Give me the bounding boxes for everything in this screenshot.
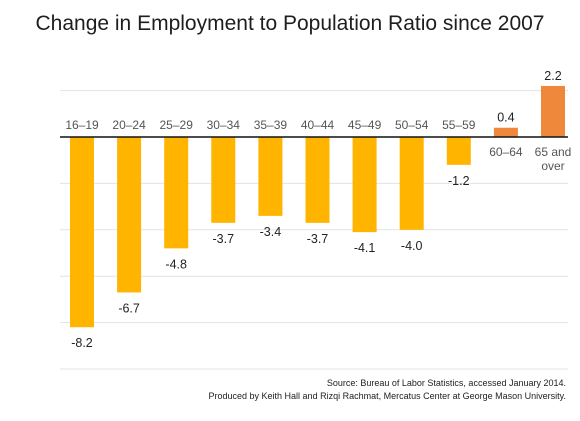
category-label: 60–64 [489, 145, 523, 159]
data-label: -6.7 [118, 301, 140, 315]
category-label: 25–29 [160, 118, 194, 132]
category-label: 40–44 [301, 118, 335, 132]
bar [352, 137, 377, 233]
data-label: -3.7 [307, 232, 329, 246]
bar [493, 127, 518, 137]
bar [164, 137, 189, 249]
bar [117, 137, 142, 293]
category-label: 20–24 [112, 118, 146, 132]
data-label: -3.4 [260, 225, 282, 239]
bar [541, 85, 565, 137]
category-label: 50–54 [395, 118, 429, 132]
category-label: 55–59 [442, 118, 476, 132]
category-label: 45–49 [348, 118, 382, 132]
category-label: 30–34 [207, 118, 241, 132]
data-label: 0.4 [497, 111, 514, 125]
data-label: -4.0 [401, 239, 423, 253]
bar [399, 137, 424, 230]
source-note: Source: Bureau of Labor Statistics, acce… [209, 377, 567, 403]
bar [446, 137, 471, 165]
chart-title: Change in Employment to Population Ratio… [35, 12, 545, 35]
bar [258, 137, 283, 216]
bar [70, 137, 94, 328]
credit-line: Produced by Keith Hall and Rizqi Rachmat… [208, 391, 567, 401]
data-label: -4.1 [354, 241, 376, 255]
data-label: -8.2 [71, 336, 93, 350]
data-label: 2.2 [544, 69, 561, 83]
source-line: Source: Bureau of Labor Statistics, acce… [326, 378, 566, 388]
data-label: -3.7 [213, 232, 235, 246]
data-label: -4.8 [165, 257, 187, 271]
data-label: -1.2 [448, 174, 470, 188]
category-label: 16–19 [65, 118, 99, 132]
bar [211, 137, 236, 223]
category-label: 35–39 [254, 118, 288, 132]
category-label: 65 and over [535, 145, 572, 173]
bar [305, 137, 330, 223]
